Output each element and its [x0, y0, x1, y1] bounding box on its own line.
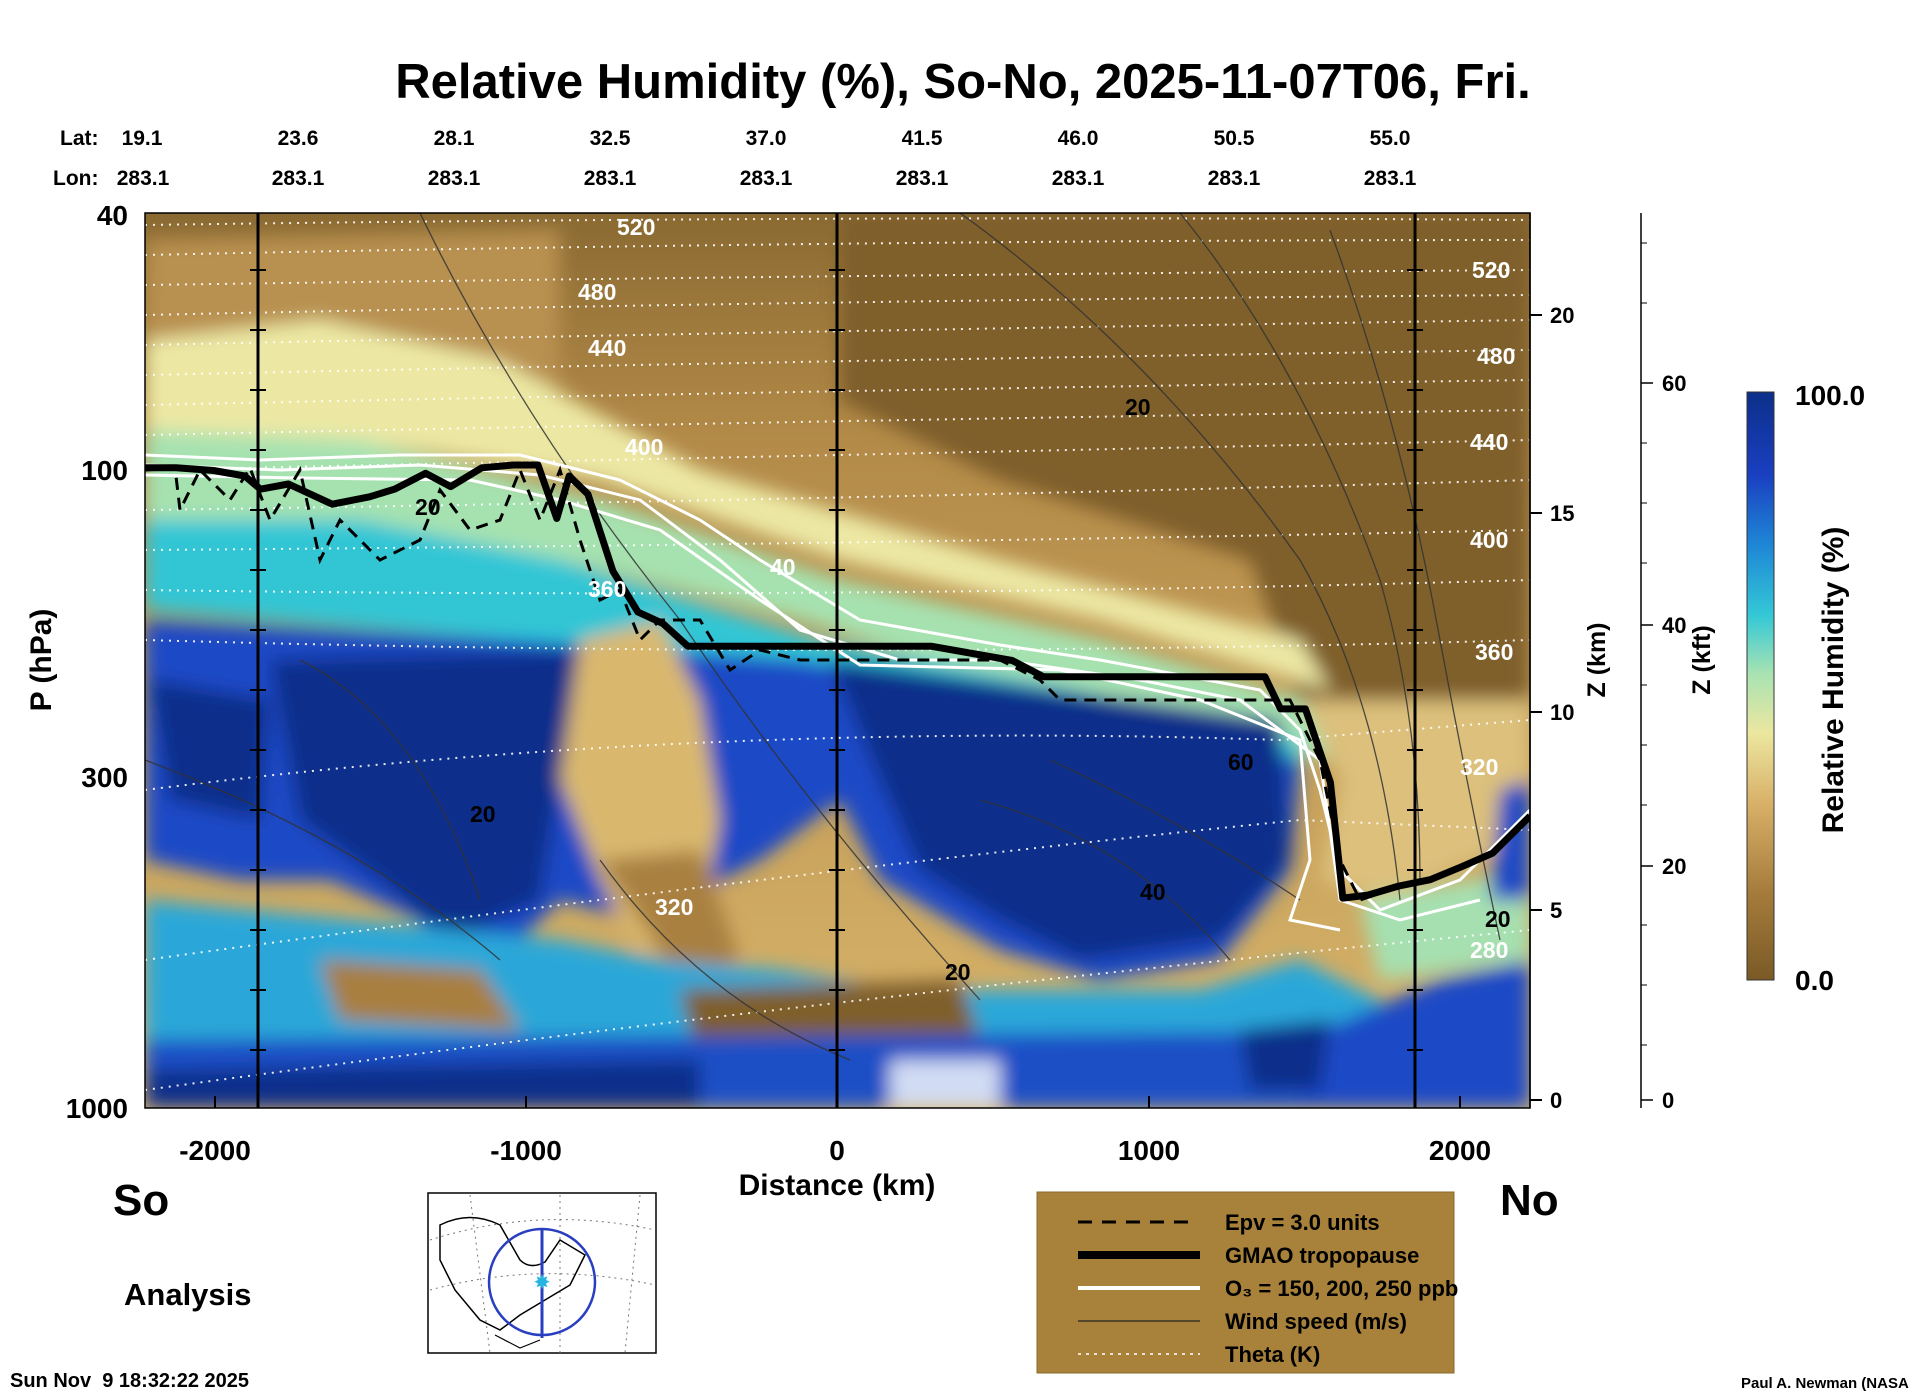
- x-tick-label: -2000: [179, 1135, 251, 1166]
- lat-label: Lat:: [60, 127, 99, 150]
- z-km-tick: 5: [1550, 898, 1562, 923]
- chart-title: Relative Humidity (%), So-No, 2025-11-07…: [395, 55, 1531, 109]
- lon-value: 283.1: [1208, 167, 1261, 190]
- lat-value: 23.6: [278, 127, 319, 150]
- lat-value: 55.0: [1370, 127, 1411, 150]
- center-star-icon: ✸: [534, 1272, 551, 1294]
- gmao-tropopause-line: [145, 461, 1530, 902]
- z-km-tick: 0: [1550, 1088, 1562, 1113]
- lon-value: 283.1: [896, 167, 949, 190]
- wind-label: 60: [1228, 749, 1254, 775]
- y-tick-label: 100: [81, 455, 128, 486]
- lat-value: 50.5: [1214, 127, 1255, 150]
- y-tick-label: 1000: [66, 1093, 128, 1124]
- legend-wind-label: Wind speed (m/s): [1225, 1309, 1407, 1334]
- north-america-outline: [439, 1216, 586, 1331]
- lon-value: 283.1: [428, 167, 481, 190]
- z-km-tick: 15: [1550, 501, 1574, 526]
- locator-map: ✸: [427, 1192, 657, 1354]
- colorbar-min: 0.0: [1795, 965, 1834, 996]
- legend-epv-label: Epv = 3.0 units: [1225, 1210, 1380, 1235]
- colorbar-max: 100.0: [1795, 380, 1865, 411]
- lat-lon-header: Lat: Lon: 19.1 23.6 28.1 32.5 37.0 41.5 …: [53, 127, 1417, 190]
- pressure-axis: 40 100 300 1000 P (hPa): [25, 200, 128, 1124]
- x-tick-label: 1000: [1118, 1135, 1180, 1166]
- marker-line-ticks: [250, 269, 1423, 1051]
- colorbar-gradient: [1746, 391, 1775, 981]
- rh-field: 520 480 440 400 360 320 520 480 440 400 …: [145, 213, 1530, 1108]
- lon-value: 283.1: [272, 167, 325, 190]
- wind-label: 20: [470, 801, 496, 827]
- wind-label: 40: [1140, 879, 1166, 905]
- z-kft-tick: 40: [1662, 613, 1686, 638]
- z-km-axis: 0 5 10 15 20 Z (km): [1529, 213, 1611, 1113]
- lon-value: 283.1: [584, 167, 637, 190]
- theta-label: 480: [578, 279, 616, 305]
- x-axis-label: Distance (km): [739, 1169, 936, 1202]
- theta-label: 360: [588, 576, 626, 602]
- theta-label: 520: [1472, 257, 1510, 283]
- z-kft-tick: 20: [1662, 854, 1686, 879]
- distance-axis: -2000 -1000 0 1000 2000 Distance (km): [179, 1096, 1491, 1202]
- x-tick-label: 2000: [1429, 1135, 1491, 1166]
- legend: Epv = 3.0 units GMAO tropopause O₃ = 150…: [1036, 1191, 1458, 1374]
- lon-value: 283.1: [1052, 167, 1105, 190]
- legend-tropopause-label: GMAO tropopause: [1225, 1243, 1419, 1268]
- lat-value: 28.1: [434, 127, 475, 150]
- legend-ozone-label: O₃ = 150, 200, 250 ppb: [1225, 1276, 1458, 1301]
- ozone-label: 40: [770, 554, 796, 580]
- z-kft-tick: 0: [1662, 1088, 1674, 1113]
- z-kft-label: Z (kft): [1688, 625, 1716, 694]
- theta-label: 520: [617, 214, 655, 240]
- wind-label: 20: [1485, 906, 1511, 932]
- z-km-tick: 10: [1550, 700, 1574, 725]
- lat-value: 41.5: [902, 127, 943, 150]
- z-km-label: Z (km): [1583, 623, 1611, 698]
- x-tick-label: 0: [829, 1135, 845, 1166]
- z-km-tick: 20: [1550, 303, 1574, 328]
- theta-label: 440: [1470, 429, 1508, 455]
- lat-value: 32.5: [590, 127, 631, 150]
- legend-theta-label: Theta (K): [1225, 1342, 1320, 1367]
- epv-contour: [145, 464, 1421, 902]
- wind-label: 20: [415, 494, 441, 520]
- theta-label: 400: [1470, 527, 1508, 553]
- lat-value: 37.0: [746, 127, 787, 150]
- wind-label: 20: [1125, 394, 1151, 420]
- theta-label: 360: [1475, 639, 1513, 665]
- theta-label: 280: [1470, 937, 1508, 963]
- colorbar: 100.0 0.0 Relative Humidity (%): [1746, 380, 1865, 996]
- colorbar-label: Relative Humidity (%): [1817, 527, 1850, 834]
- y-tick-label: 300: [81, 762, 128, 793]
- theta-label: 400: [625, 434, 663, 460]
- timestamp: Sun Nov 9 18:32:22 2025: [10, 1370, 249, 1392]
- x-tick-label: -1000: [490, 1135, 562, 1166]
- lat-value: 19.1: [122, 127, 163, 150]
- theta-contours: [145, 217, 1530, 1091]
- theta-label: 480: [1477, 343, 1515, 369]
- south-label: So: [113, 1176, 169, 1225]
- theta-label: 440: [588, 335, 626, 361]
- wind-label: 20: [945, 959, 971, 985]
- north-label: No: [1500, 1176, 1559, 1225]
- lon-label: Lon:: [53, 167, 98, 190]
- lat-value: 46.0: [1058, 127, 1099, 150]
- theta-label: 320: [1460, 754, 1498, 780]
- lon-value: 283.1: [117, 167, 170, 190]
- lon-value: 283.1: [740, 167, 793, 190]
- z-kft-tick: 60: [1662, 371, 1686, 396]
- credit: Paul A. Newman (NASA: [1741, 1375, 1909, 1392]
- theta-label: 320: [655, 894, 693, 920]
- y-axis-label: P (hPa): [25, 609, 58, 712]
- lon-value: 283.1: [1364, 167, 1417, 190]
- y-tick-label: 40: [97, 200, 128, 231]
- analysis-label: Analysis: [124, 1277, 252, 1312]
- z-kft-axis: 0 20 40 60 Z (kft): [1640, 213, 1716, 1113]
